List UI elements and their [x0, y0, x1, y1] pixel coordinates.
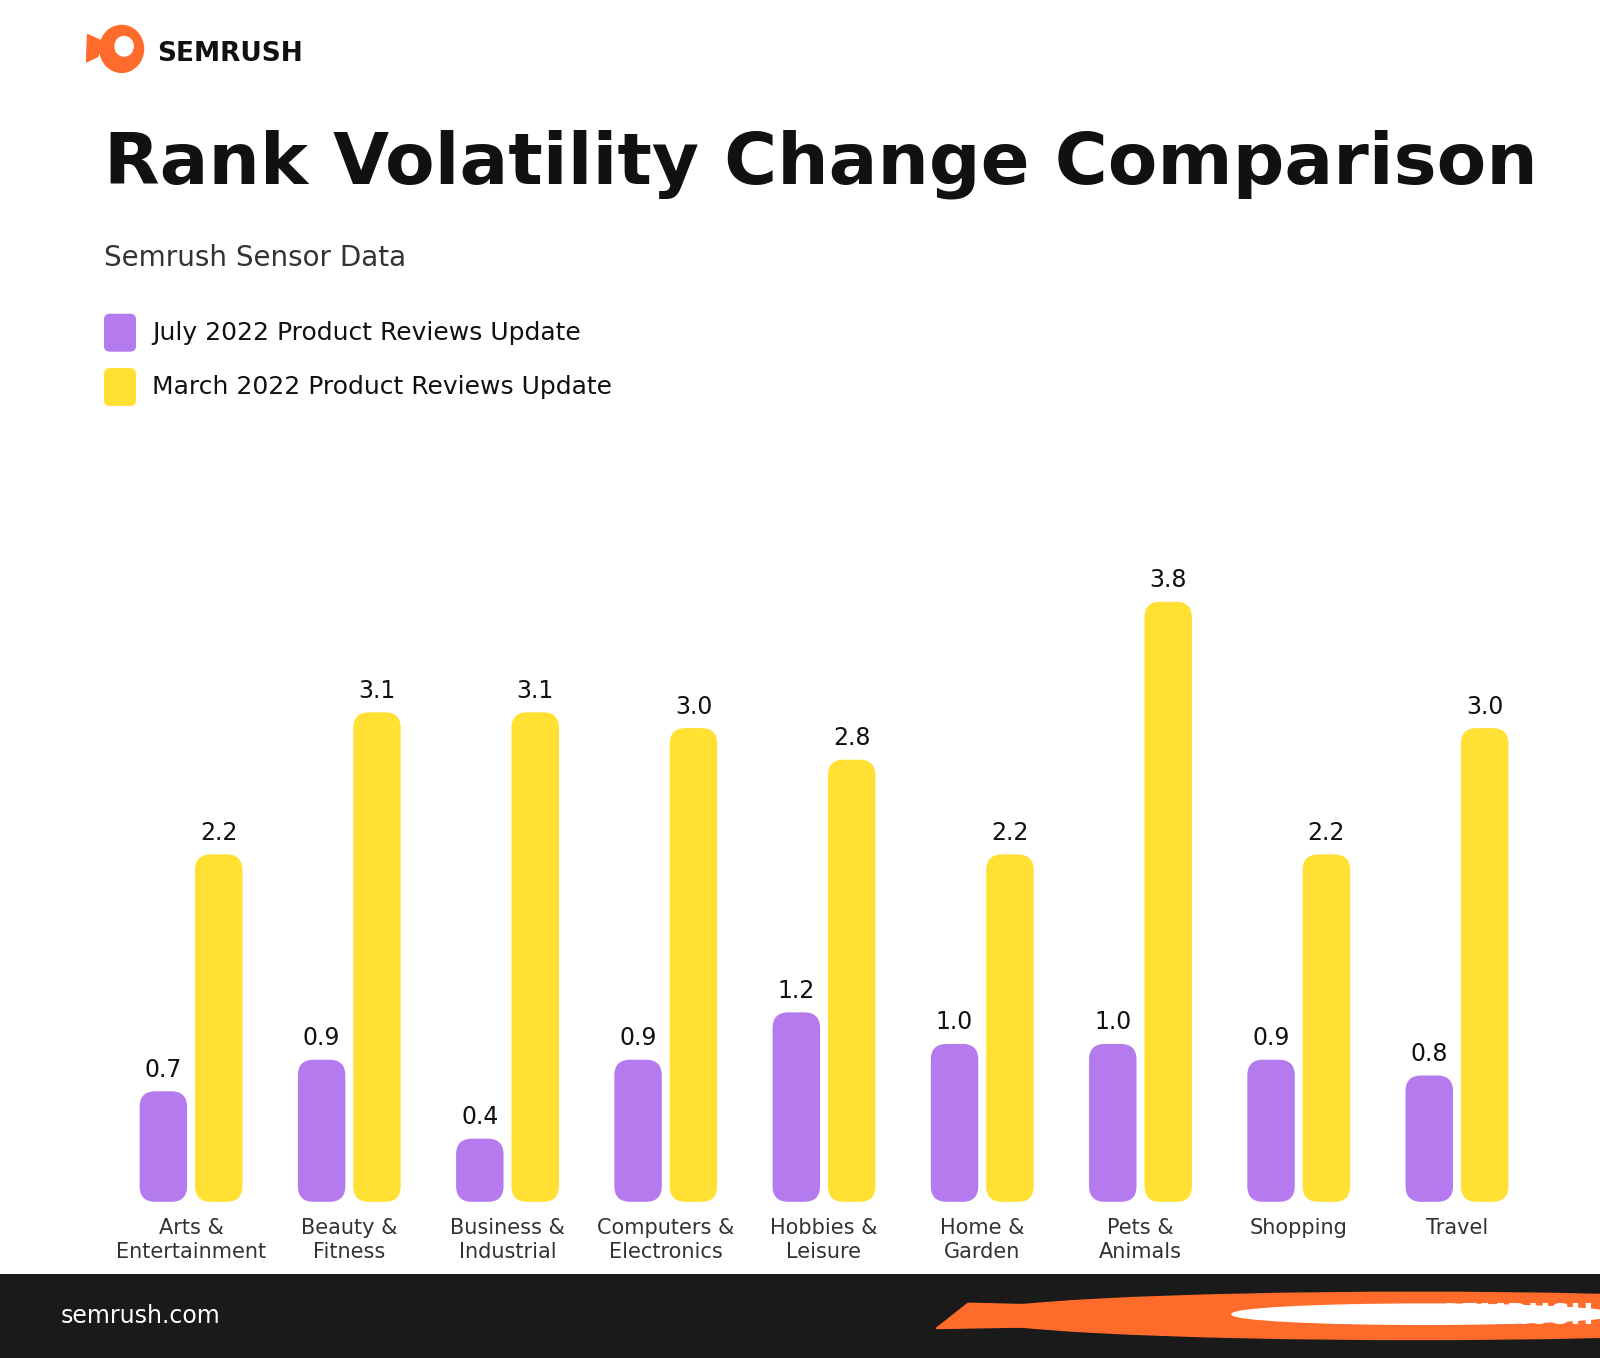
- Text: July 2022 Product Reviews Update: July 2022 Product Reviews Update: [152, 320, 581, 345]
- Text: Rank Volatility Change Comparison: Rank Volatility Change Comparison: [104, 129, 1538, 198]
- Text: 3.0: 3.0: [675, 695, 712, 718]
- Text: 0.4: 0.4: [461, 1105, 499, 1130]
- FancyBboxPatch shape: [512, 713, 558, 1202]
- FancyBboxPatch shape: [1461, 728, 1509, 1202]
- Text: 0.9: 0.9: [302, 1027, 341, 1050]
- Text: 3.0: 3.0: [1466, 695, 1504, 718]
- FancyBboxPatch shape: [931, 1044, 978, 1202]
- FancyBboxPatch shape: [986, 854, 1034, 1202]
- FancyBboxPatch shape: [1090, 1044, 1136, 1202]
- FancyBboxPatch shape: [139, 1092, 187, 1202]
- FancyBboxPatch shape: [827, 759, 875, 1202]
- Text: 3.1: 3.1: [517, 679, 554, 703]
- Text: 0.8: 0.8: [1411, 1042, 1448, 1066]
- Circle shape: [1232, 1304, 1600, 1324]
- FancyBboxPatch shape: [670, 728, 717, 1202]
- Text: 1.2: 1.2: [778, 979, 814, 1002]
- Text: semrush.com: semrush.com: [61, 1304, 221, 1328]
- Text: 0.9: 0.9: [1253, 1027, 1290, 1050]
- Text: 3.1: 3.1: [358, 679, 395, 703]
- FancyBboxPatch shape: [354, 713, 400, 1202]
- Text: 2.2: 2.2: [200, 822, 237, 845]
- Text: 0.9: 0.9: [619, 1027, 656, 1050]
- FancyBboxPatch shape: [614, 1059, 662, 1202]
- FancyBboxPatch shape: [773, 1012, 821, 1202]
- FancyBboxPatch shape: [298, 1059, 346, 1202]
- Text: 2.2: 2.2: [992, 822, 1029, 845]
- Text: 2.2: 2.2: [1307, 822, 1346, 845]
- Text: SEMRUSH: SEMRUSH: [157, 41, 302, 68]
- FancyBboxPatch shape: [195, 854, 243, 1202]
- Text: 1.0: 1.0: [936, 1010, 973, 1035]
- Text: Semrush Sensor Data: Semrush Sensor Data: [104, 244, 406, 273]
- Circle shape: [99, 26, 144, 72]
- FancyBboxPatch shape: [1405, 1076, 1453, 1202]
- FancyBboxPatch shape: [1248, 1059, 1294, 1202]
- Circle shape: [115, 37, 133, 56]
- FancyBboxPatch shape: [456, 1138, 504, 1202]
- Text: SEMRUSH: SEMRUSH: [1440, 1302, 1594, 1329]
- Circle shape: [968, 1293, 1600, 1339]
- Text: March 2022 Product Reviews Update: March 2022 Product Reviews Update: [152, 375, 611, 399]
- Text: 2.8: 2.8: [834, 727, 870, 750]
- Text: 1.0: 1.0: [1094, 1010, 1131, 1035]
- Polygon shape: [86, 34, 104, 62]
- Text: 0.7: 0.7: [144, 1058, 182, 1082]
- Polygon shape: [936, 1304, 1288, 1328]
- FancyBboxPatch shape: [1302, 854, 1350, 1202]
- Text: 3.8: 3.8: [1149, 568, 1187, 592]
- FancyBboxPatch shape: [1144, 602, 1192, 1202]
